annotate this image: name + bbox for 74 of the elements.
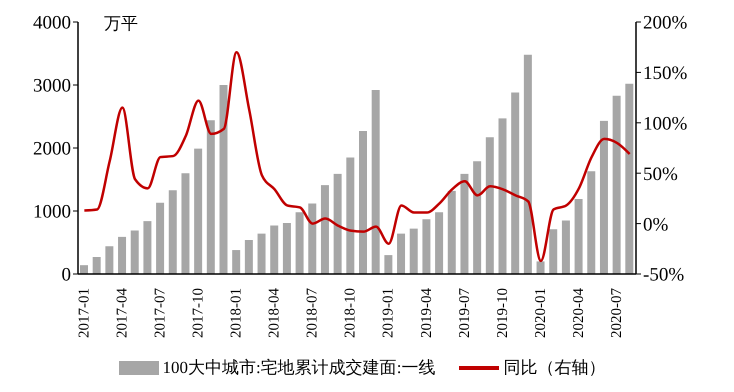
y2-tick-label: -50%: [643, 264, 684, 286]
bar: [244, 240, 253, 274]
line-series: [83, 50, 631, 262]
bar: [498, 118, 506, 274]
bar: [181, 173, 190, 274]
bar: [296, 212, 304, 274]
bar: [422, 219, 430, 274]
bar: [600, 120, 608, 274]
y-tick-label: 0: [62, 264, 71, 286]
x-tick-label: 2017-10: [190, 288, 206, 338]
x-tick-label: 2017-04: [114, 288, 130, 338]
bar: [282, 222, 291, 274]
x-tick-label: 2018-01: [228, 288, 245, 338]
bar: [397, 234, 406, 274]
bar: [80, 265, 88, 274]
y-axis-title: 万平: [104, 13, 138, 35]
y2-tick-label: 150%: [643, 63, 688, 84]
x-tick-label: 2020-04: [570, 288, 587, 338]
x-tick-label: 2019-07: [456, 288, 473, 338]
y2-tick-label: 200%: [643, 12, 688, 34]
bar: [346, 157, 354, 274]
y-tick-label: 2000: [33, 138, 71, 160]
bar: [574, 199, 583, 274]
y-tick-label: 1000: [33, 202, 71, 223]
bar: [448, 190, 456, 274]
x-tick-label: 2018-10: [342, 288, 359, 338]
bar: [473, 161, 482, 274]
x-tick-label: 2020-01: [532, 288, 549, 338]
bar: [562, 220, 570, 274]
bar: [232, 250, 240, 274]
x-tick-label: 2018-07: [304, 288, 321, 338]
bar: [410, 228, 418, 274]
legend-label: 同比（右轴）: [503, 357, 606, 379]
x-tick-label: 2019-01: [380, 288, 397, 338]
y2-tick-label: 100%: [643, 114, 688, 135]
bar: [168, 190, 177, 274]
bar: [511, 92, 520, 274]
bar: [334, 174, 342, 274]
y-tick-label: 4000: [33, 12, 71, 34]
bar: [359, 130, 367, 274]
bar: [270, 225, 278, 274]
bar: [320, 185, 329, 274]
bar: [587, 171, 596, 274]
bar: [258, 234, 266, 274]
x-tick-label: 2019-10: [494, 288, 511, 338]
bar: [105, 246, 114, 274]
y-tick-label: 3000: [33, 76, 71, 97]
bar: [143, 221, 152, 274]
bar: [524, 54, 532, 274]
bar: [460, 174, 468, 274]
bar: [612, 96, 621, 274]
y2-tick-label: 50%: [643, 164, 678, 185]
bar: [372, 90, 380, 274]
x-tick-label: 2018-04: [266, 288, 283, 338]
legend-label: 100大中城市:宅地累计成交建面:一线: [162, 357, 436, 379]
bar: [118, 236, 126, 274]
x-tick-label: 2017-07: [152, 288, 168, 338]
x-tick-label: 2017-01: [76, 288, 92, 338]
bar: [308, 203, 316, 274]
bar: [206, 120, 215, 274]
bar: [625, 84, 634, 274]
bar: [130, 230, 139, 274]
bar: [486, 137, 494, 274]
bar: [156, 202, 164, 274]
x-tick-label: 2019-04: [418, 288, 435, 338]
bar: [536, 261, 545, 274]
bar: [549, 229, 558, 274]
bar: [194, 148, 202, 274]
y2-tick-label: 0%: [643, 214, 668, 236]
bar: [384, 255, 392, 274]
x-tick-label: 2020-07: [608, 288, 625, 338]
bar: [92, 256, 101, 274]
bar: [220, 85, 228, 274]
bar: [435, 212, 444, 274]
